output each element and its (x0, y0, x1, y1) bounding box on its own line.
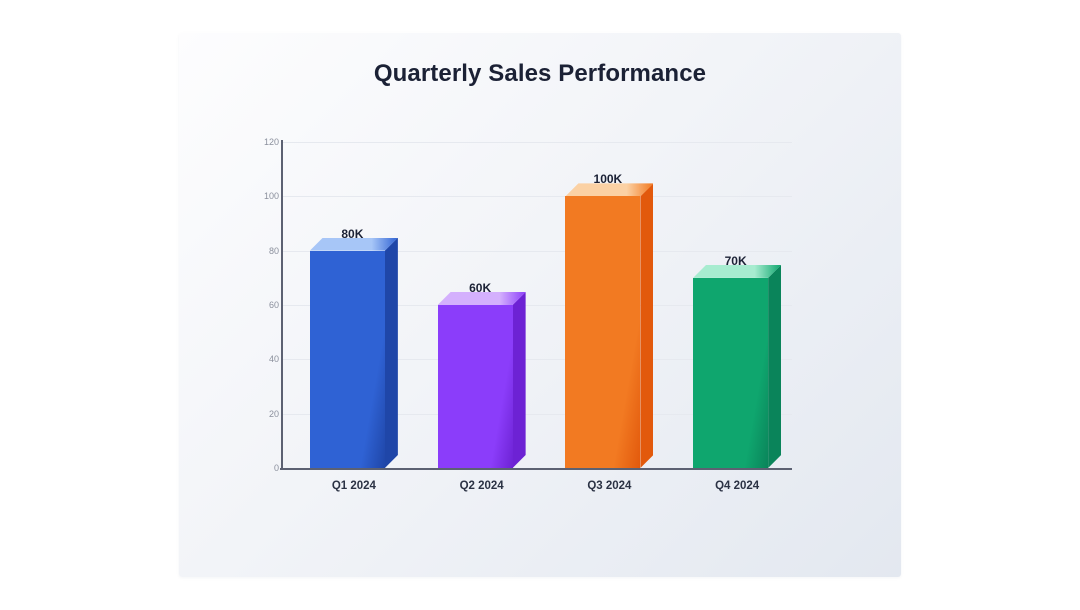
bar-value-label: 80K (341, 226, 364, 241)
y-tick-label: 0 (273, 463, 279, 473)
bar-column[interactable] (437, 305, 513, 468)
bar-front-face (437, 305, 513, 468)
bar-column[interactable] (309, 250, 385, 468)
gridline (281, 142, 792, 143)
chart-title: Quarterly Sales Performance (373, 60, 707, 87)
bar-column[interactable] (693, 278, 768, 468)
y-tick-label: 80 (268, 245, 279, 256)
gridline (281, 413, 792, 415)
x-tick-label: Q4 2024 (715, 480, 760, 492)
y-tick-label: 100 (263, 191, 279, 202)
plot-area: 0 20 40 60 80 100 120 80K 60K 100K 70K Q1 2024 Q2 … (264, 137, 792, 492)
gridline (281, 305, 792, 306)
bar-value-label: 100K (593, 172, 623, 187)
x-tick-label: Q2 2024 (459, 480, 504, 492)
bar-value-label: 70K (724, 253, 747, 268)
bar-column[interactable] (565, 196, 640, 468)
y-tick-label: 40 (268, 354, 279, 365)
bar-top-face (310, 238, 398, 251)
gridline (281, 250, 792, 252)
y-tick-label: 120 (263, 137, 279, 147)
y-tick-label: 60 (268, 300, 279, 310)
bar-front-face (309, 250, 385, 468)
x-tick-label: Q3 2024 (587, 480, 632, 492)
chart-card: Quarterly Sales Performance 0 20 40 60 80 100… (179, 33, 901, 577)
gridline (281, 359, 792, 361)
bar-value-label: 60K (469, 281, 492, 295)
bar-side-face (768, 265, 781, 468)
bar-top-face (438, 292, 526, 305)
x-axis-line (280, 468, 792, 470)
bar-front-face (693, 277, 769, 468)
y-tick-label: 20 (268, 408, 279, 419)
bar-top-face (693, 265, 781, 278)
gridline (281, 196, 792, 198)
bar-side-face (385, 238, 398, 468)
y-axis-line (281, 140, 283, 470)
bar-front-face (565, 196, 641, 468)
bar-top-face (565, 183, 653, 196)
bar-side-face (640, 183, 653, 468)
x-tick-label: Q1 2024 (331, 480, 376, 492)
bar-side-face (513, 292, 526, 468)
